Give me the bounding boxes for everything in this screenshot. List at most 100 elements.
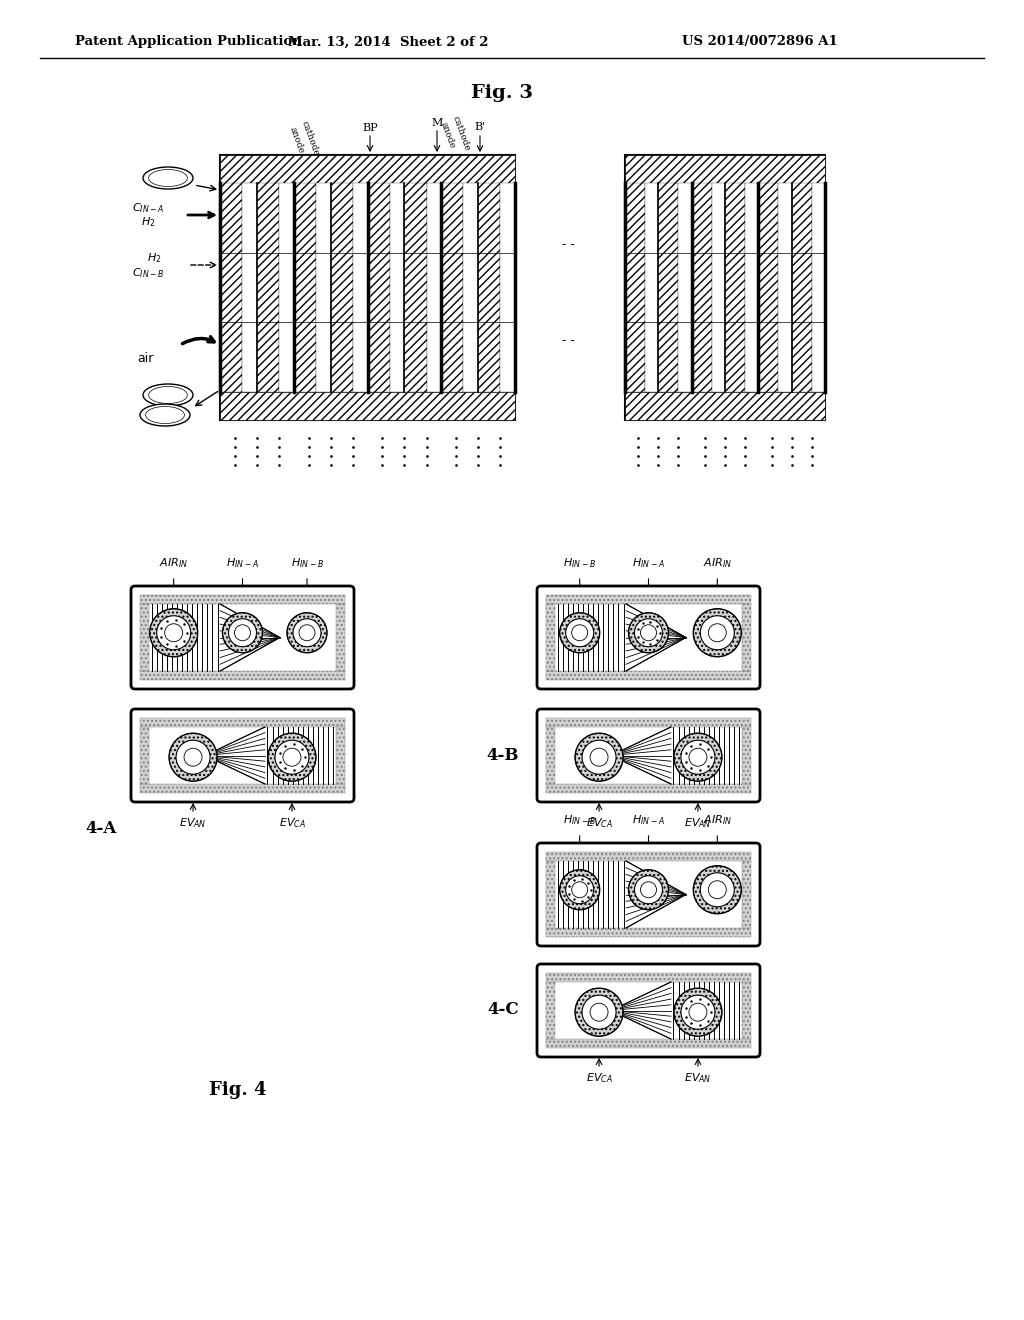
Text: $EV_{CA}$: $EV_{CA}$ bbox=[586, 1071, 612, 1085]
Text: M: M bbox=[431, 117, 442, 128]
Text: cathode: cathode bbox=[451, 115, 471, 152]
Circle shape bbox=[165, 624, 182, 642]
Bar bbox=[464, 183, 478, 392]
Bar bbox=[331, 183, 352, 392]
Text: $C_{IN-A}$: $C_{IN-A}$ bbox=[132, 201, 164, 215]
Circle shape bbox=[299, 624, 315, 640]
Text: $H_{IN-A}$: $H_{IN-A}$ bbox=[632, 556, 665, 570]
Circle shape bbox=[693, 609, 741, 657]
FancyBboxPatch shape bbox=[537, 586, 760, 689]
Circle shape bbox=[700, 873, 734, 907]
Text: Fig. 3: Fig. 3 bbox=[471, 84, 534, 102]
Bar bbox=[220, 392, 515, 420]
Bar bbox=[352, 183, 368, 392]
Text: cathode: cathode bbox=[299, 119, 321, 157]
Bar bbox=[712, 183, 725, 392]
Bar bbox=[140, 595, 345, 605]
Text: $AIR_{IN}$: $AIR_{IN}$ bbox=[702, 813, 732, 828]
Bar bbox=[140, 727, 150, 784]
Bar bbox=[546, 727, 555, 784]
Bar bbox=[778, 183, 792, 392]
Circle shape bbox=[157, 615, 190, 649]
Circle shape bbox=[571, 882, 588, 898]
Circle shape bbox=[560, 870, 600, 909]
Circle shape bbox=[565, 619, 594, 647]
Bar bbox=[546, 973, 751, 982]
Circle shape bbox=[681, 741, 715, 775]
Circle shape bbox=[590, 748, 608, 766]
Circle shape bbox=[268, 733, 316, 781]
Circle shape bbox=[222, 612, 262, 653]
Bar bbox=[140, 671, 345, 680]
Circle shape bbox=[293, 619, 321, 647]
Bar bbox=[404, 183, 427, 392]
Text: $EV_{CA}$: $EV_{CA}$ bbox=[279, 816, 305, 830]
FancyBboxPatch shape bbox=[537, 843, 760, 946]
Bar bbox=[691, 183, 712, 392]
Bar bbox=[279, 183, 294, 392]
Text: Patent Application Publication: Patent Application Publication bbox=[75, 36, 302, 49]
Bar bbox=[546, 1039, 751, 1048]
Bar bbox=[336, 727, 345, 784]
Bar bbox=[478, 183, 501, 392]
Bar bbox=[742, 727, 751, 784]
Bar bbox=[257, 183, 279, 392]
Bar bbox=[546, 851, 751, 861]
Ellipse shape bbox=[140, 404, 190, 426]
Bar bbox=[625, 154, 825, 420]
Circle shape bbox=[565, 875, 594, 904]
Text: Fig. 4: Fig. 4 bbox=[209, 1081, 266, 1100]
Text: $H_2$: $H_2$ bbox=[140, 215, 156, 228]
Bar bbox=[742, 605, 751, 671]
Bar bbox=[220, 154, 515, 420]
Circle shape bbox=[176, 741, 210, 775]
Circle shape bbox=[582, 995, 616, 1030]
Bar bbox=[792, 183, 812, 392]
Bar bbox=[546, 671, 751, 680]
Text: $H_{IN-A}$: $H_{IN-A}$ bbox=[226, 556, 259, 570]
Bar bbox=[678, 183, 691, 392]
Circle shape bbox=[234, 624, 251, 640]
Bar bbox=[725, 183, 745, 392]
Circle shape bbox=[560, 612, 600, 653]
Bar bbox=[368, 183, 389, 392]
Bar bbox=[140, 718, 345, 727]
Text: air: air bbox=[137, 351, 154, 364]
Bar bbox=[546, 982, 555, 1039]
Text: Mar. 13, 2014  Sheet 2 of 2: Mar. 13, 2014 Sheet 2 of 2 bbox=[288, 36, 488, 49]
Bar bbox=[742, 861, 751, 928]
Circle shape bbox=[575, 989, 623, 1036]
Text: $H_{IN-B}$: $H_{IN-B}$ bbox=[563, 556, 596, 570]
Ellipse shape bbox=[143, 384, 193, 407]
FancyBboxPatch shape bbox=[537, 709, 760, 803]
Bar bbox=[140, 605, 150, 671]
Text: $C_{IN-B}$: $C_{IN-B}$ bbox=[132, 267, 164, 280]
Bar bbox=[645, 183, 658, 392]
Circle shape bbox=[283, 748, 301, 766]
Text: - -: - - bbox=[561, 334, 574, 346]
Bar bbox=[546, 718, 751, 727]
Ellipse shape bbox=[143, 168, 193, 189]
Text: 4-B: 4-B bbox=[486, 747, 519, 763]
FancyBboxPatch shape bbox=[131, 586, 354, 689]
Circle shape bbox=[709, 624, 726, 642]
Text: - -: - - bbox=[561, 239, 574, 252]
Circle shape bbox=[582, 741, 616, 775]
Circle shape bbox=[635, 875, 663, 904]
Circle shape bbox=[575, 733, 623, 781]
Text: anode: anode bbox=[288, 125, 306, 154]
Bar bbox=[546, 605, 555, 671]
Circle shape bbox=[629, 870, 669, 909]
Text: 4-C: 4-C bbox=[487, 1002, 519, 1019]
Text: $H_{IN-A}$: $H_{IN-A}$ bbox=[632, 813, 665, 828]
Text: $H_{IN-B}$: $H_{IN-B}$ bbox=[563, 813, 596, 828]
Text: $AIR_{IN}$: $AIR_{IN}$ bbox=[702, 556, 732, 570]
Bar bbox=[546, 928, 751, 937]
Circle shape bbox=[674, 733, 722, 781]
Circle shape bbox=[150, 609, 198, 657]
Circle shape bbox=[640, 624, 656, 640]
Bar bbox=[546, 784, 751, 793]
Circle shape bbox=[590, 1003, 608, 1022]
Bar bbox=[812, 183, 825, 392]
Text: $H_{IN-B}$: $H_{IN-B}$ bbox=[291, 556, 324, 570]
